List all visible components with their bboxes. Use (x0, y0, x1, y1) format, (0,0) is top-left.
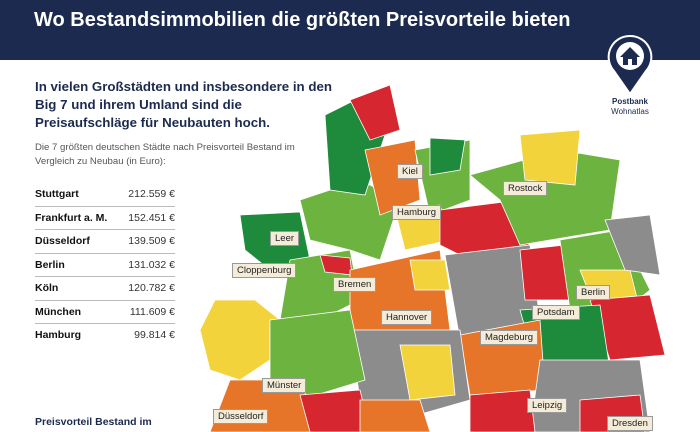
region (349, 84, 401, 141)
map-label-hannover: Hannover (381, 310, 433, 325)
city-value: 120.782 € (115, 276, 175, 301)
map-label-duesseldorf: Düsseldorf (213, 409, 269, 424)
city-name: Frankfurt a. M. (35, 206, 115, 230)
table-row: Frankfurt a. M. 152.451 € (35, 206, 175, 230)
region (429, 137, 466, 176)
city-value: 131.032 € (115, 253, 175, 277)
subtitle: Die 7 größten deutschen Städte nach Prei… (35, 142, 295, 167)
table-row: Stuttgart 212.559 € (35, 183, 175, 207)
logo-product: Wohnatlas (611, 107, 649, 116)
city-value: 139.509 € (115, 229, 175, 254)
table-row: Düsseldorf 139.509 € (35, 229, 175, 254)
region (319, 254, 353, 276)
region (604, 214, 661, 276)
map-label-rostock: Rostock (503, 181, 548, 196)
city-name: Köln (35, 276, 115, 301)
region (469, 389, 536, 432)
region (519, 129, 581, 186)
table-row: Köln 120.782 € (35, 276, 175, 301)
city-value: 111.609 € (115, 300, 175, 324)
map-label-dresden: Dresden (607, 416, 653, 431)
map-label-hamburg: Hamburg (392, 205, 442, 220)
city-value: 152.451 € (115, 206, 175, 230)
map-label-leipzig: Leipzig (527, 398, 568, 413)
city-name: Berlin (35, 253, 115, 277)
lead-text: In vielen Großstädten und insbesondere i… (35, 79, 333, 130)
legend-title: Preisvorteil Bestand im (35, 416, 152, 428)
region (269, 309, 366, 401)
house-pin-icon (607, 34, 653, 96)
city-name: München (35, 300, 115, 324)
city-name: Stuttgart (35, 183, 115, 207)
city-ranking-table: Stuttgart 212.559 € Frankfurt a. M. 152.45… (35, 183, 175, 347)
map-label-kiel: Kiel (397, 164, 423, 179)
region (359, 399, 431, 432)
table-row: München 111.609 € (35, 300, 175, 324)
city-name: Hamburg (35, 329, 82, 342)
map-label-magdeburg: Magdeburg (480, 330, 539, 345)
region (409, 259, 451, 291)
region (199, 299, 281, 381)
city-value: 212.559 € (115, 183, 175, 207)
region (399, 344, 456, 401)
city-value: 99.814 € (134, 329, 175, 342)
map-label-muenster: Münster (262, 378, 307, 393)
region (364, 139, 421, 216)
map-label-leer: Leer (270, 231, 300, 246)
logo-text: Postbank Wohnatlas (605, 97, 655, 117)
header-bar: Wo Bestandsimmobilien die größten Preisv… (0, 0, 700, 60)
city-name: Düsseldorf (35, 229, 115, 254)
region (299, 389, 371, 432)
map-label-bremen: Bremen (333, 277, 377, 292)
map-label-cloppenburg: Cloppenburg (232, 263, 297, 278)
table-row: Hamburg 99.814 € (35, 324, 175, 347)
logo-brand: Postbank (611, 97, 648, 106)
map-label-potsdam: Potsdam (532, 305, 580, 320)
page-title: Wo Bestandsimmobilien die größten Preisv… (34, 9, 571, 31)
map-label-berlin: Berlin (576, 285, 611, 300)
table-row: Berlin 131.032 € (35, 253, 175, 277)
